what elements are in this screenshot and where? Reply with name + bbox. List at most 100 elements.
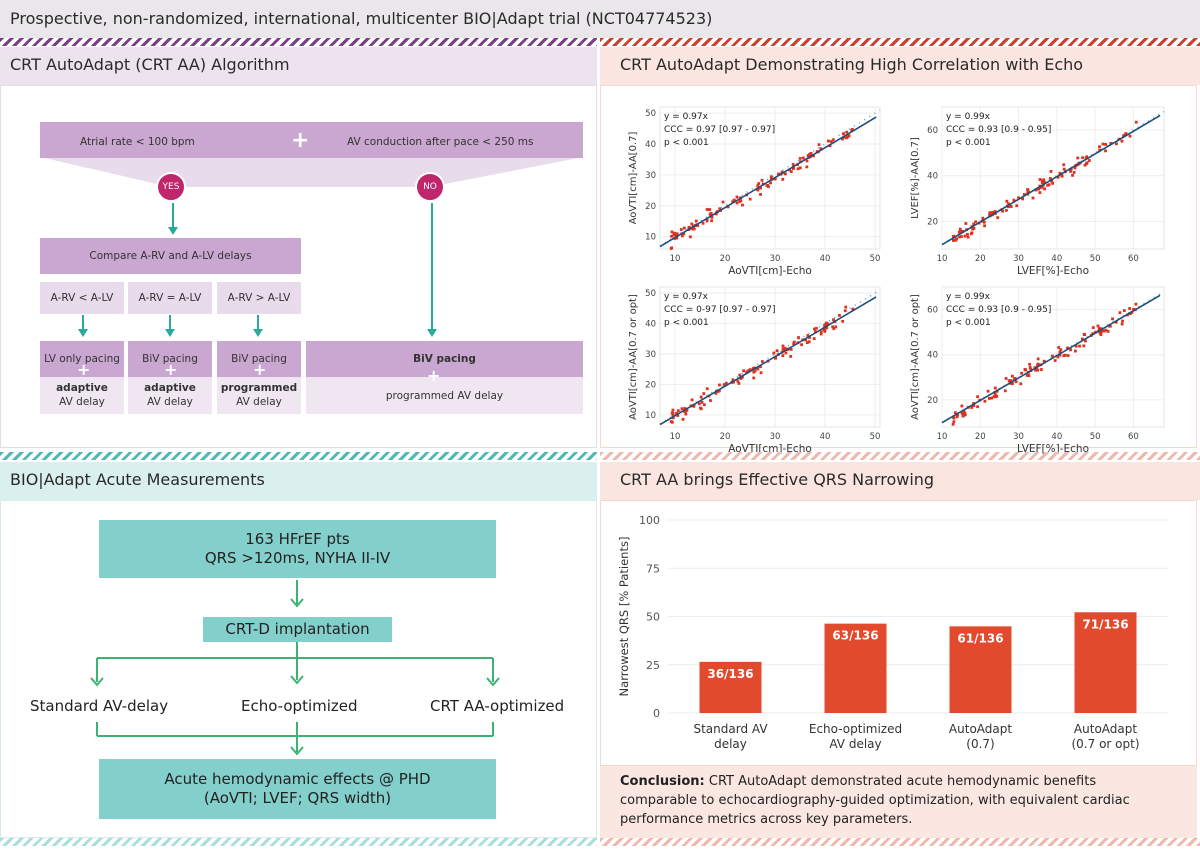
scatter-point — [710, 219, 714, 223]
scatter-point — [976, 395, 980, 399]
bar — [1074, 612, 1137, 713]
conditions-bar — [40, 122, 583, 158]
y-axis-label: Narrowest QRS [% Patients] — [617, 537, 631, 697]
scatter-point — [690, 222, 694, 226]
scatter-point — [765, 184, 769, 187]
bar-data-label: 63/136 — [832, 629, 878, 643]
y-tick-label: 30 — [645, 171, 656, 181]
scatter-point — [1087, 159, 1091, 162]
x-tick-label: 40 — [820, 432, 831, 442]
scatter-point — [1062, 354, 1066, 358]
scatter-point — [1038, 178, 1042, 181]
scatter-point — [961, 414, 965, 418]
scatter-point — [831, 138, 835, 142]
scatter-point — [798, 166, 802, 170]
scatter-point — [789, 170, 793, 174]
scatter-point — [1009, 205, 1013, 208]
scatter-point — [702, 403, 706, 407]
scatter-point — [691, 227, 695, 231]
scatter-point — [732, 380, 735, 384]
scatter-point — [1122, 309, 1126, 313]
scatter-point — [675, 232, 679, 236]
scatter-point — [708, 208, 712, 211]
scatter-point — [1120, 322, 1124, 326]
scatter-point — [781, 177, 785, 181]
scatter-point — [1056, 175, 1060, 179]
scatter-point — [788, 168, 792, 172]
scatter-point — [1128, 307, 1132, 310]
scatter-point — [784, 351, 788, 355]
y-tick-label: 30 — [645, 350, 656, 360]
scatter-point — [1082, 344, 1086, 348]
x-tick-label: 30 — [1013, 432, 1024, 442]
scatter-point — [737, 382, 741, 385]
scatter-point — [832, 318, 835, 322]
scatter-point — [1019, 382, 1023, 386]
effects-title: Acute hemodynamic effects @ PHD — [164, 769, 431, 788]
scatter-point — [1001, 209, 1004, 213]
scatter-point — [1011, 374, 1014, 378]
y-tick-label: 10 — [645, 233, 656, 243]
scatter-point — [970, 406, 974, 409]
annotation-text: CCC = 0.97 [0.97 - 0.97] — [664, 125, 775, 135]
outcome-delay-type: adaptive — [144, 382, 196, 395]
category-label: AV delay — [829, 737, 881, 751]
scatter-point — [800, 343, 803, 347]
annotation-text: y = 0.99x — [946, 292, 991, 302]
outcome-delay-label: AV delay — [59, 395, 105, 408]
scatter-point — [748, 197, 752, 201]
scatter-point — [761, 360, 764, 363]
annotation-text: p < 0.001 — [664, 318, 709, 328]
scatter-plot: 10 20 30 40 50 60 20 40 60 y = 0.99x CCC = 0.93 [0… — [910, 106, 1165, 277]
scatter-point — [1004, 208, 1008, 212]
compare-box: Compare A-RV and A-LV delays — [40, 238, 301, 274]
scatter-point — [680, 234, 684, 238]
plus-sign: + — [164, 360, 178, 379]
scatter-point — [798, 157, 802, 160]
scatter-point — [774, 356, 777, 360]
scatter-point — [1005, 199, 1009, 203]
regression-line — [941, 114, 1161, 246]
scatter-point — [1036, 362, 1040, 366]
scatter-point — [1072, 170, 1076, 174]
scatter-point — [1042, 359, 1046, 363]
bar-data-label: 61/136 — [957, 631, 1003, 645]
divider-stripe — [0, 38, 597, 46]
category-label: (0.7) — [966, 737, 994, 751]
scatter-point — [1081, 156, 1085, 160]
branch-label: A-RV < A-LV — [40, 282, 124, 314]
y-axis-label: AoVTI[cm]-AA[0.7 or opt] — [910, 294, 921, 420]
scatter-point — [1084, 339, 1087, 343]
scatter-point — [1037, 187, 1040, 190]
scatter-point — [992, 395, 996, 399]
regression-line — [659, 116, 877, 248]
scatter-point — [692, 227, 696, 231]
scatter-point — [1058, 353, 1062, 357]
scatter-point — [972, 222, 976, 226]
y-tick-label: 60 — [927, 126, 938, 136]
scatter-point — [1080, 337, 1084, 341]
scatter-point — [757, 182, 761, 185]
scatter-point — [769, 175, 773, 179]
scatter-point — [791, 163, 795, 166]
scatter-point — [772, 351, 776, 355]
scatter-point — [847, 134, 851, 138]
x-tick-label: 50 — [1090, 254, 1101, 264]
scatter-point — [705, 219, 709, 223]
scatter-point — [976, 405, 979, 409]
scatter-point — [1058, 171, 1062, 175]
scatter-point — [676, 414, 680, 417]
scatter-point — [673, 231, 676, 235]
algorithm-title: CRT AutoAdapt (CRT AA) Algorithm — [10, 55, 290, 74]
y-tick-label: 10 — [645, 411, 656, 421]
scatter-point — [966, 232, 969, 236]
scatter-point — [1040, 181, 1044, 184]
header-bar: Prospective, non-randomized, internation… — [0, 0, 1200, 38]
scatter-point — [1017, 196, 1021, 200]
scatter-point — [671, 408, 675, 412]
scatter-point — [826, 322, 830, 326]
scatter-point — [797, 336, 800, 339]
scatter-point — [828, 144, 832, 148]
scatter-point — [951, 422, 955, 426]
x-tick-label: 10 — [670, 432, 681, 442]
